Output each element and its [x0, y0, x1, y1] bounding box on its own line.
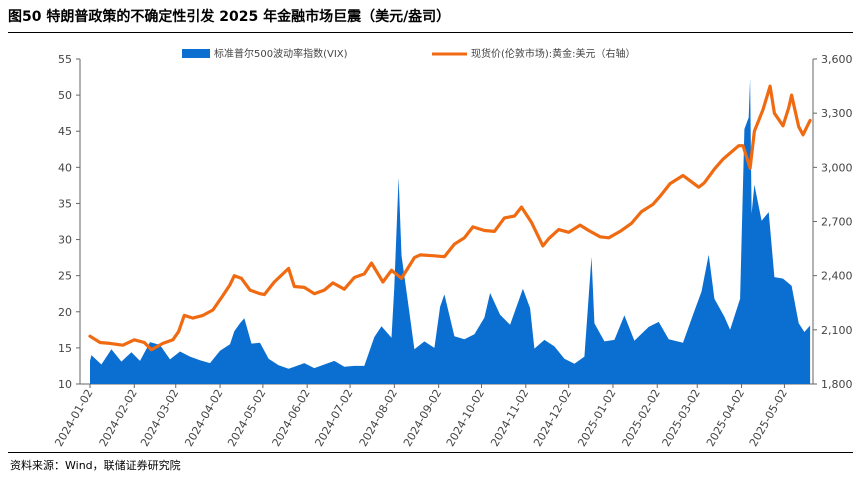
- legend-label-gold: 现货价(伦敦市场):黄金:美元（右轴）: [471, 47, 636, 60]
- bottom-rule: [8, 452, 853, 453]
- y-right-tick-label: 1,800: [821, 378, 853, 391]
- y-left-tick-label: 35: [58, 197, 72, 210]
- x-tick-label: 2025-03-02: [660, 387, 703, 449]
- legend-label-vix: 标准普尔500波动率指数(VIX): [214, 47, 348, 60]
- x-tick-label: 2025-01-02: [575, 387, 618, 449]
- y-right-tick-label: 3,000: [821, 161, 853, 174]
- y-left-tick-label: 50: [58, 89, 72, 102]
- series-area-vix: [90, 78, 811, 384]
- legend: 标准普尔500波动率指数(VIX) 现货价(伦敦市场):黄金:美元（右轴）: [182, 47, 636, 60]
- x-tick-label: 2025-05-02: [747, 387, 790, 449]
- x-tick-label: 2024-02-02: [97, 387, 140, 449]
- x-tick-label: 2024-01-02: [52, 387, 95, 449]
- x-tick-label: 2024-06-02: [270, 387, 313, 449]
- y-left-tick-label: 30: [58, 234, 72, 247]
- plot-area: 10 15 20 25 30 35 40 45 50 55 1,800 2,100 2,400 2,700…: [52, 53, 852, 449]
- y-right-tick-label: 2,100: [821, 324, 853, 337]
- x-tick-label: 2024-04-02: [182, 387, 225, 449]
- y-left-tick-label: 10: [58, 378, 72, 391]
- source-note: 资料来源：Wind，联储证券研究院: [10, 459, 181, 472]
- y-left-tick-label: 45: [58, 125, 72, 138]
- y-right-tick-label: 3,300: [821, 107, 853, 120]
- x-tick-label: 2024-08-02: [357, 387, 400, 449]
- x-tick-label: 2025-04-02: [704, 387, 747, 449]
- y-left-tick-label: 15: [58, 342, 72, 355]
- y-left-tick-label: 25: [58, 270, 72, 283]
- y-left-tick-label: 55: [58, 53, 72, 66]
- y-left-tick-label: 20: [58, 306, 72, 319]
- x-tick-label: 2024-05-02: [225, 387, 268, 449]
- y-right-tick-label: 3,600: [821, 53, 853, 66]
- x-tick-label: 2024-12-02: [531, 387, 574, 449]
- x-tick-label: 2025-02-02: [620, 387, 663, 449]
- legend-swatch-vix: [182, 49, 210, 58]
- x-tick-label: 2024-03-02: [138, 387, 181, 449]
- series-line-gold: [88, 84, 812, 352]
- x-tick-label: 2024-07-02: [312, 387, 355, 449]
- y-right-tick-label: 2,400: [821, 270, 853, 283]
- x-tick-label: 2024-11-02: [488, 387, 531, 449]
- x-tick-label: 2024-09-02: [401, 387, 444, 449]
- top-rule: [8, 32, 853, 33]
- chart: 标准普尔500波动率指数(VIX) 现货价(伦敦市场):黄金:美元（右轴） 10…: [52, 47, 852, 449]
- y-left-tick-label: 40: [58, 161, 72, 174]
- chart-title: 图50 特朗普政策的不确定性引发 2025 年金融市场巨震（美元/盎司）: [8, 9, 451, 25]
- x-tick-label: 2024-10-02: [444, 387, 487, 449]
- y-right-tick-label: 2,700: [821, 216, 853, 229]
